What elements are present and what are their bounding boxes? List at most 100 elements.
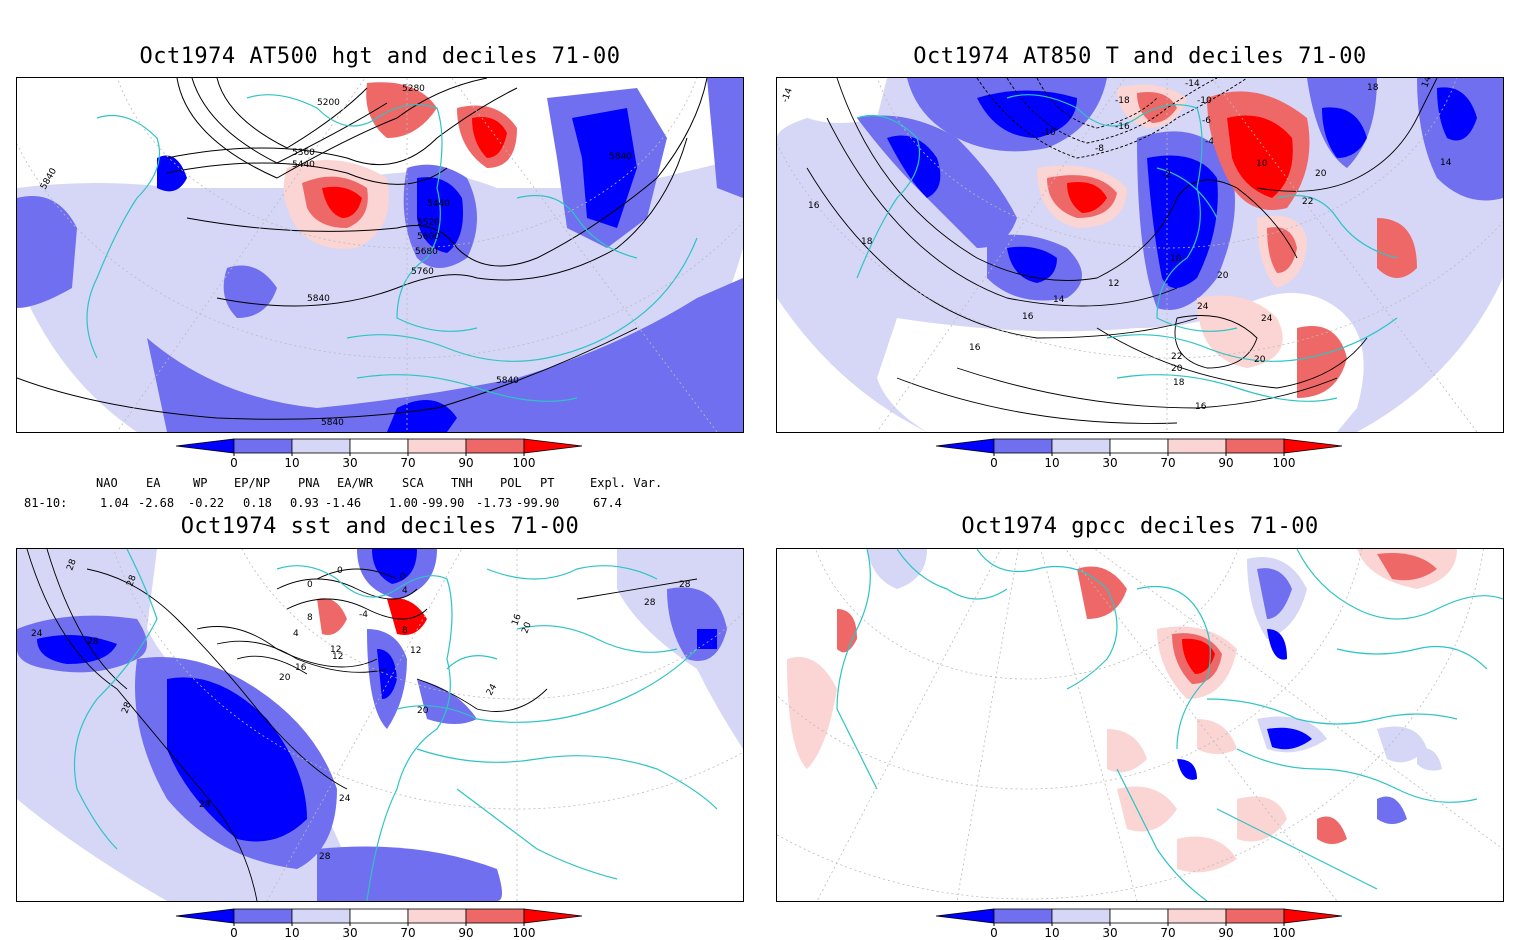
contour-label: -4	[359, 610, 368, 620]
colorbar-tick-label: 0	[990, 456, 998, 470]
contour-label: 22	[1171, 352, 1182, 362]
contour-label: 5600	[417, 232, 440, 242]
contour-label: -16	[1115, 122, 1130, 132]
colorbar-bin	[465, 438, 525, 454]
contour-label: 5280	[402, 84, 425, 94]
index-header: PNA	[298, 476, 320, 490]
contour-label: 28	[199, 800, 211, 810]
contour-label: 5840	[609, 152, 632, 162]
index-header: EP/NP	[234, 476, 271, 490]
contour-label: 10	[1256, 159, 1268, 169]
contour-label: 24	[1261, 314, 1273, 324]
index-value: -99.90	[516, 496, 560, 510]
map-panel-hgt500: 5280 5200 5360 5440 5440 5520 5600 5680 …	[16, 77, 744, 433]
index-header: WP	[193, 476, 208, 490]
colorbar-bin	[523, 908, 583, 924]
contour-label: 12	[332, 652, 343, 662]
colorbar-tick-label: 30	[342, 456, 357, 470]
contour-label: 14	[1440, 158, 1452, 168]
index-header: EA	[146, 476, 161, 490]
colorbar-tick-label: 90	[458, 926, 473, 940]
index-value: 67.4	[593, 496, 622, 510]
map-panel-t850: -14 -10 -6 -4 -18 -16 -10 -8 -2 10 18 14…	[776, 77, 1504, 433]
contour-label: 5760	[411, 267, 434, 277]
colorbar-bin	[1225, 908, 1285, 924]
contour-label: -8	[1095, 144, 1104, 154]
panel-2-title: Oct1974 AT850 T and deciles 71-00	[913, 44, 1367, 69]
colorbar-tick-label: 70	[400, 926, 415, 940]
colorbar-bin	[407, 908, 467, 924]
contour-label: 18	[1367, 83, 1379, 93]
contour-label: 5440	[427, 199, 450, 209]
colorbar-bin	[175, 908, 235, 924]
colorbar-bin	[349, 908, 409, 924]
contour-label: 24	[1197, 302, 1209, 312]
colorbar-tick-label: 10	[1044, 926, 1059, 940]
contour-label: 24	[339, 794, 351, 804]
contour-label: 28	[125, 574, 138, 588]
index-value: -99.90	[421, 496, 465, 510]
contour-label: 5840	[321, 418, 344, 428]
colorbar-tick-label: 30	[1102, 926, 1117, 940]
contour-label: 28	[65, 558, 78, 572]
contour-label: -14	[780, 87, 795, 104]
contour-label: 20	[520, 621, 533, 635]
index-value: 1.00	[389, 496, 418, 510]
contour-label: 20	[1217, 271, 1229, 281]
colorbar-bin	[349, 438, 409, 454]
contour-label: 14	[1420, 78, 1433, 89]
colorbar-tick-label: 10	[1044, 456, 1059, 470]
contour-label: -10	[1041, 128, 1056, 138]
colorbar-tick-label: 30	[342, 926, 357, 940]
colorbar-tick-label: 90	[1218, 926, 1233, 940]
colorbar-panel-4: 0 10 30 70 90 100	[935, 908, 1356, 940]
contour-label: 12	[1108, 279, 1119, 289]
colorbar-bin	[291, 908, 351, 924]
colorbar-tick-label: 100	[513, 456, 536, 470]
colorbar-bin	[1225, 438, 1285, 454]
colorbar-bin	[233, 438, 293, 454]
colorbar-tick-label: 70	[1160, 456, 1175, 470]
colorbar-bin	[175, 438, 235, 454]
panel-4-title: Oct1974 gpcc deciles 71-00	[961, 514, 1319, 539]
contour-label: 28	[679, 580, 691, 590]
colorbar-bin	[935, 908, 995, 924]
contour-label: 0	[400, 572, 406, 582]
colorbar-tick-label: 0	[230, 456, 238, 470]
index-header: POL	[500, 476, 522, 490]
contour-label: 20	[417, 706, 429, 716]
contour-label: -4	[1205, 137, 1214, 147]
colorbar-tick-label: 90	[1218, 456, 1233, 470]
contour-label: 8	[402, 626, 408, 636]
contour-label: 28	[644, 598, 656, 608]
colorbar-panel-1: 0 10 30 70 90 100	[175, 438, 596, 470]
contour-label: 24	[31, 629, 43, 639]
colorbar-tick-label: 100	[513, 926, 536, 940]
contour-label: 5520	[417, 218, 440, 228]
colorbar-bin	[291, 438, 351, 454]
contour-label: 16	[1195, 402, 1207, 412]
map-panel-sst: 28 28 24 28 28 0 0 0 4 8 4 -4 8 12 16 12…	[16, 548, 744, 902]
index-value: 0.93	[290, 496, 319, 510]
colorbar-bin	[465, 908, 525, 924]
contour-label: 5680	[415, 247, 438, 257]
index-value: -0.22	[188, 496, 225, 510]
colorbar-tick-label: 10	[284, 926, 299, 940]
colorbar-bin	[523, 438, 583, 454]
colorbar-tick-label: 70	[1160, 926, 1175, 940]
index-value: -1.46	[325, 496, 362, 510]
colorbar-bin	[407, 438, 467, 454]
index-header: NAO	[96, 476, 118, 490]
colorbar-panel-3: 0 10 30 70 90 100	[175, 908, 596, 940]
colorbar-bin	[1109, 438, 1169, 454]
colorbar-bin	[993, 908, 1053, 924]
index-value: -2.68	[138, 496, 175, 510]
index-value: 1.04	[100, 496, 129, 510]
index-value: -1.73	[476, 496, 513, 510]
colorbar-bin	[1051, 438, 1111, 454]
contour-label: 8	[307, 613, 313, 623]
contour-label: -2	[1162, 170, 1171, 180]
panel-3-title: Oct1974 sst and deciles 71-00	[180, 514, 580, 539]
colorbar-bin	[1051, 908, 1111, 924]
index-header: Expl. Var.	[590, 476, 663, 490]
